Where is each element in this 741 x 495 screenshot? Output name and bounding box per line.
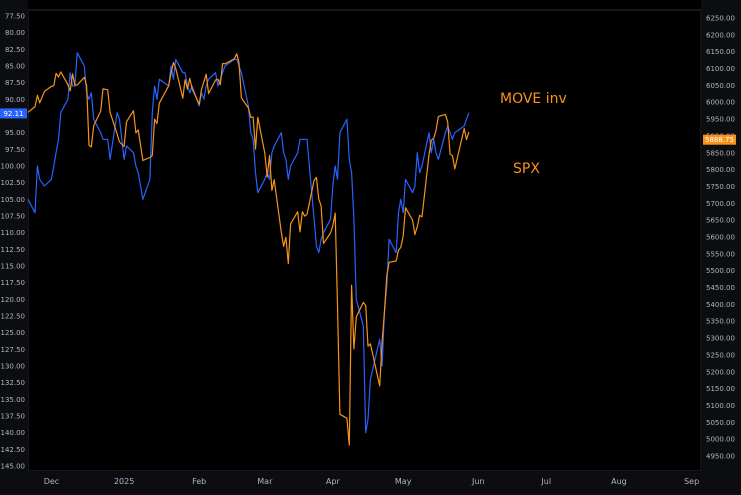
right-tick-label: 5300.00 <box>706 335 735 343</box>
right-tick-label: 5350.00 <box>706 318 735 326</box>
left-tick-label: 120.00 <box>1 296 26 304</box>
left-tick-label: 95.00 <box>5 129 25 137</box>
right-axis: 6250.00 6200.00 6150.00 6100.00 6050.00 6000.… <box>706 15 735 461</box>
x-tick-label: 2025 <box>114 477 134 486</box>
right-tick-label: 5400.00 <box>706 301 735 309</box>
left-tick-label: 90.00 <box>5 96 25 104</box>
left-tick-label: 105.00 <box>1 196 26 204</box>
left-tick-label: 130.00 <box>1 363 26 371</box>
right-tick-label: 5800.00 <box>706 166 735 174</box>
right-tick-label: 6200.00 <box>706 31 735 39</box>
right-tick-label: 5850.00 <box>706 149 735 157</box>
right-tick-label: 4950.00 <box>706 453 735 461</box>
series-line-move-inv <box>27 52 470 434</box>
right-tick-label: 5700.00 <box>706 200 735 208</box>
x-tick-label: Sep <box>684 477 699 486</box>
x-tick-label: Mar <box>257 477 273 486</box>
left-axis: 77.5080.0082.5085.0087.5090.0092.5095.00… <box>1 13 26 471</box>
left-tick-label: 127.50 <box>1 346 26 354</box>
right-tick-label: 5150.00 <box>706 385 735 393</box>
x-tick-label: Apr <box>326 477 341 486</box>
right-tick-label: 6000.00 <box>706 99 735 107</box>
right-tick-label: 5000.00 <box>706 436 735 444</box>
right-tick-label: 5500.00 <box>706 267 735 275</box>
left-tick-label: 132.50 <box>1 379 26 387</box>
right-tick-label: 6100.00 <box>706 65 735 73</box>
price-badges: 92.11 5888.75 <box>0 108 736 145</box>
right-tick-label: 6250.00 <box>706 15 735 23</box>
right-tick-label: 5750.00 <box>706 183 735 191</box>
right-tick-label: 5200.00 <box>706 368 735 376</box>
left-tick-label: 142.50 <box>1 446 26 454</box>
left-current-label: 92.11 <box>3 110 23 118</box>
left-tick-label: 145.00 <box>1 463 26 471</box>
left-tick-label: 112.50 <box>1 246 26 254</box>
right-current-label: 5888.75 <box>705 136 734 144</box>
left-tick-label: 100.00 <box>1 163 26 171</box>
left-tick-label: 135.00 <box>1 396 26 404</box>
left-scale-bar <box>0 0 28 471</box>
x-axis: Dec 2025 Feb Mar Apr May Jun Jul Aug Sep <box>44 477 699 486</box>
right-tick-label: 5550.00 <box>706 250 735 258</box>
annotations: MOVE inv SPX <box>500 91 567 177</box>
x-tick-label: Aug <box>611 477 627 486</box>
right-scale-bar <box>701 0 741 471</box>
series-line-spx <box>27 53 470 446</box>
right-tick-label: 6050.00 <box>706 82 735 90</box>
right-tick-label: 5050.00 <box>706 419 735 427</box>
left-tick-label: 110.00 <box>1 229 26 237</box>
x-tick-label: Jun <box>471 477 485 486</box>
right-tick-label: 5650.00 <box>706 217 735 225</box>
time-scale-bar <box>0 471 741 495</box>
x-tick-label: May <box>395 477 412 486</box>
left-tick-label: 82.50 <box>5 46 25 54</box>
right-tick-label: 5600.00 <box>706 234 735 242</box>
series-group <box>27 52 470 446</box>
right-tick-label: 5950.00 <box>706 116 735 124</box>
annotation-move-inv: MOVE inv <box>500 91 567 107</box>
right-tick-label: 5250.00 <box>706 351 735 359</box>
right-tick-label: 5450.00 <box>706 284 735 292</box>
left-tick-label: 125.00 <box>1 329 26 337</box>
x-tick-label: Dec <box>44 477 59 486</box>
left-tick-label: 117.50 <box>1 279 26 287</box>
left-tick-label: 97.50 <box>5 146 25 154</box>
x-tick-label: Feb <box>192 477 206 486</box>
left-current-badge <box>0 108 27 119</box>
left-tick-label: 80.00 <box>5 29 25 37</box>
annotation-spx: SPX <box>513 161 540 177</box>
left-tick-label: 115.00 <box>1 263 26 271</box>
x-tick-label: Jul <box>540 477 551 486</box>
left-tick-label: 77.50 <box>5 13 25 21</box>
right-tick-label: 5100.00 <box>706 402 735 410</box>
right-current-badge <box>703 134 736 145</box>
left-tick-label: 85.00 <box>5 63 25 71</box>
left-tick-label: 122.50 <box>1 313 26 321</box>
left-tick-label: 140.00 <box>1 429 26 437</box>
left-tick-label: 87.50 <box>5 79 25 87</box>
right-tick-label: 6150.00 <box>706 48 735 56</box>
left-tick-label: 137.50 <box>1 413 26 421</box>
left-tick-label: 107.50 <box>1 213 26 221</box>
left-tick-label: 102.50 <box>1 179 26 187</box>
